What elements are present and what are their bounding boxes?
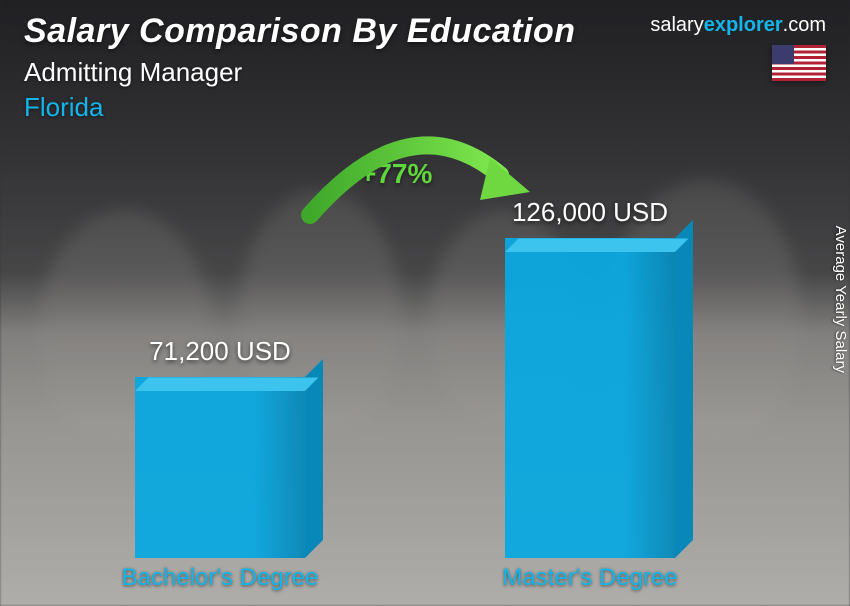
bar-category-label: Master's Degree [470,564,710,592]
bar-masters: 126,000 USD [505,197,675,558]
flag-icon [772,45,826,81]
brand-block: salaryexplorer.com [650,14,826,81]
location-label: Florida [24,92,826,123]
bar-category-label: Bachelor's Degree [100,564,340,592]
bar-value-label: 71,200 USD [135,336,305,367]
increase-arrow [280,120,540,245]
bar-bachelors: 71,200 USD [135,336,305,558]
brand-prefix: salary [650,14,703,36]
arc-arrow-icon [280,120,540,240]
brand-suffix: .com [783,14,826,36]
brand-text: salaryexplorer.com [650,14,826,37]
y-axis-label: Average Yearly Salary [832,226,849,373]
brand-accent: explorer [704,14,783,36]
